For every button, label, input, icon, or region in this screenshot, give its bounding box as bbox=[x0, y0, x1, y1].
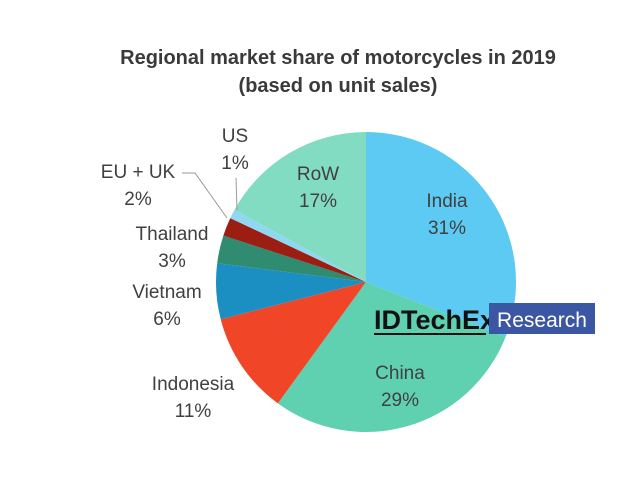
chart-title: Regional market share of motorcycles in … bbox=[120, 47, 556, 69]
value-label: 1% bbox=[221, 153, 249, 174]
watermark-suffix: Research bbox=[497, 309, 587, 332]
leader-line bbox=[182, 172, 228, 219]
category-label: RoW bbox=[297, 164, 339, 185]
category-label: Indonesia bbox=[152, 374, 235, 395]
pie-slice bbox=[230, 209, 366, 282]
chart-subtitle: (based on unit sales) bbox=[239, 75, 438, 97]
value-label: 11% bbox=[175, 401, 212, 422]
pie-slice bbox=[223, 218, 366, 282]
category-label: India bbox=[426, 191, 468, 212]
pie bbox=[216, 132, 516, 432]
value-label: 2% bbox=[124, 189, 152, 210]
category-label: China bbox=[375, 363, 425, 384]
pie-slice bbox=[217, 235, 366, 282]
pie-slice bbox=[277, 282, 506, 432]
value-label: 17% bbox=[299, 191, 337, 212]
value-label: 6% bbox=[153, 309, 181, 330]
watermark-brand: IDTechEx bbox=[374, 305, 495, 335]
pie-slice bbox=[366, 132, 516, 338]
watermark-box bbox=[489, 303, 595, 334]
category-label: Thailand bbox=[136, 224, 209, 245]
value-label: 29% bbox=[381, 390, 419, 411]
value-label: 3% bbox=[158, 251, 186, 272]
leader-line bbox=[235, 177, 238, 211]
labels: India 31% China 29% Indonesia 11% Vietnam 6% Tha… bbox=[101, 126, 468, 422]
category-label: US bbox=[222, 126, 248, 147]
pie-slice bbox=[216, 263, 366, 320]
watermark: IDTechEx Research bbox=[374, 303, 595, 335]
category-label: EU + UK bbox=[101, 162, 176, 183]
pie-slice bbox=[220, 282, 366, 404]
category-label: Vietnam bbox=[132, 282, 201, 303]
value-label: 31% bbox=[428, 218, 466, 239]
pie-slice bbox=[234, 132, 366, 282]
